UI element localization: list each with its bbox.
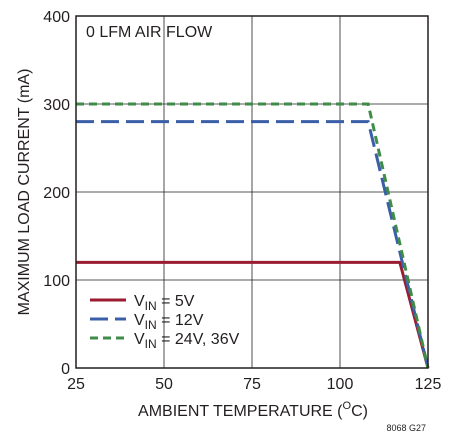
y-axis-label: MAXIMUM LOAD CURRENT (mA)	[16, 69, 33, 316]
plot-frame	[75, 15, 429, 369]
tick-labels: 25 50 75 100 125 0 100 200 300 400	[43, 9, 441, 393]
y-tick-label: 100	[43, 273, 70, 290]
x-axis-label-unit: C)	[351, 403, 368, 420]
legend-entry-label: VIN = 5V	[134, 293, 195, 313]
figure-id: 8068 G27	[386, 423, 426, 433]
x-axis-label-degree: O	[343, 400, 352, 412]
x-tick-label: 50	[155, 376, 173, 393]
annotation-text: 0 LFM AIR FLOW	[86, 24, 213, 41]
x-tick-label: 25	[67, 376, 85, 393]
y-tick-label: 300	[43, 97, 70, 114]
legend-entry-label: VIN = 24V, 36V	[134, 331, 240, 351]
series-line	[76, 120, 430, 369]
x-tick-label: 100	[327, 376, 354, 393]
x-axis-label: AMBIENT TEMPERATURE (OC)	[138, 400, 368, 420]
y-tick-label: 400	[43, 9, 70, 26]
series-line	[76, 102, 430, 369]
y-tick-label: 200	[43, 185, 70, 202]
legend-entry-label: VIN = 12V	[134, 312, 204, 332]
grid	[76, 16, 428, 368]
x-axis-label-main: AMBIENT TEMPERATURE (	[138, 403, 343, 420]
x-tick-label: 125	[415, 376, 442, 393]
series-lines	[76, 102, 430, 369]
y-tick-label: 0	[61, 361, 70, 378]
x-tick-label: 75	[243, 376, 261, 393]
